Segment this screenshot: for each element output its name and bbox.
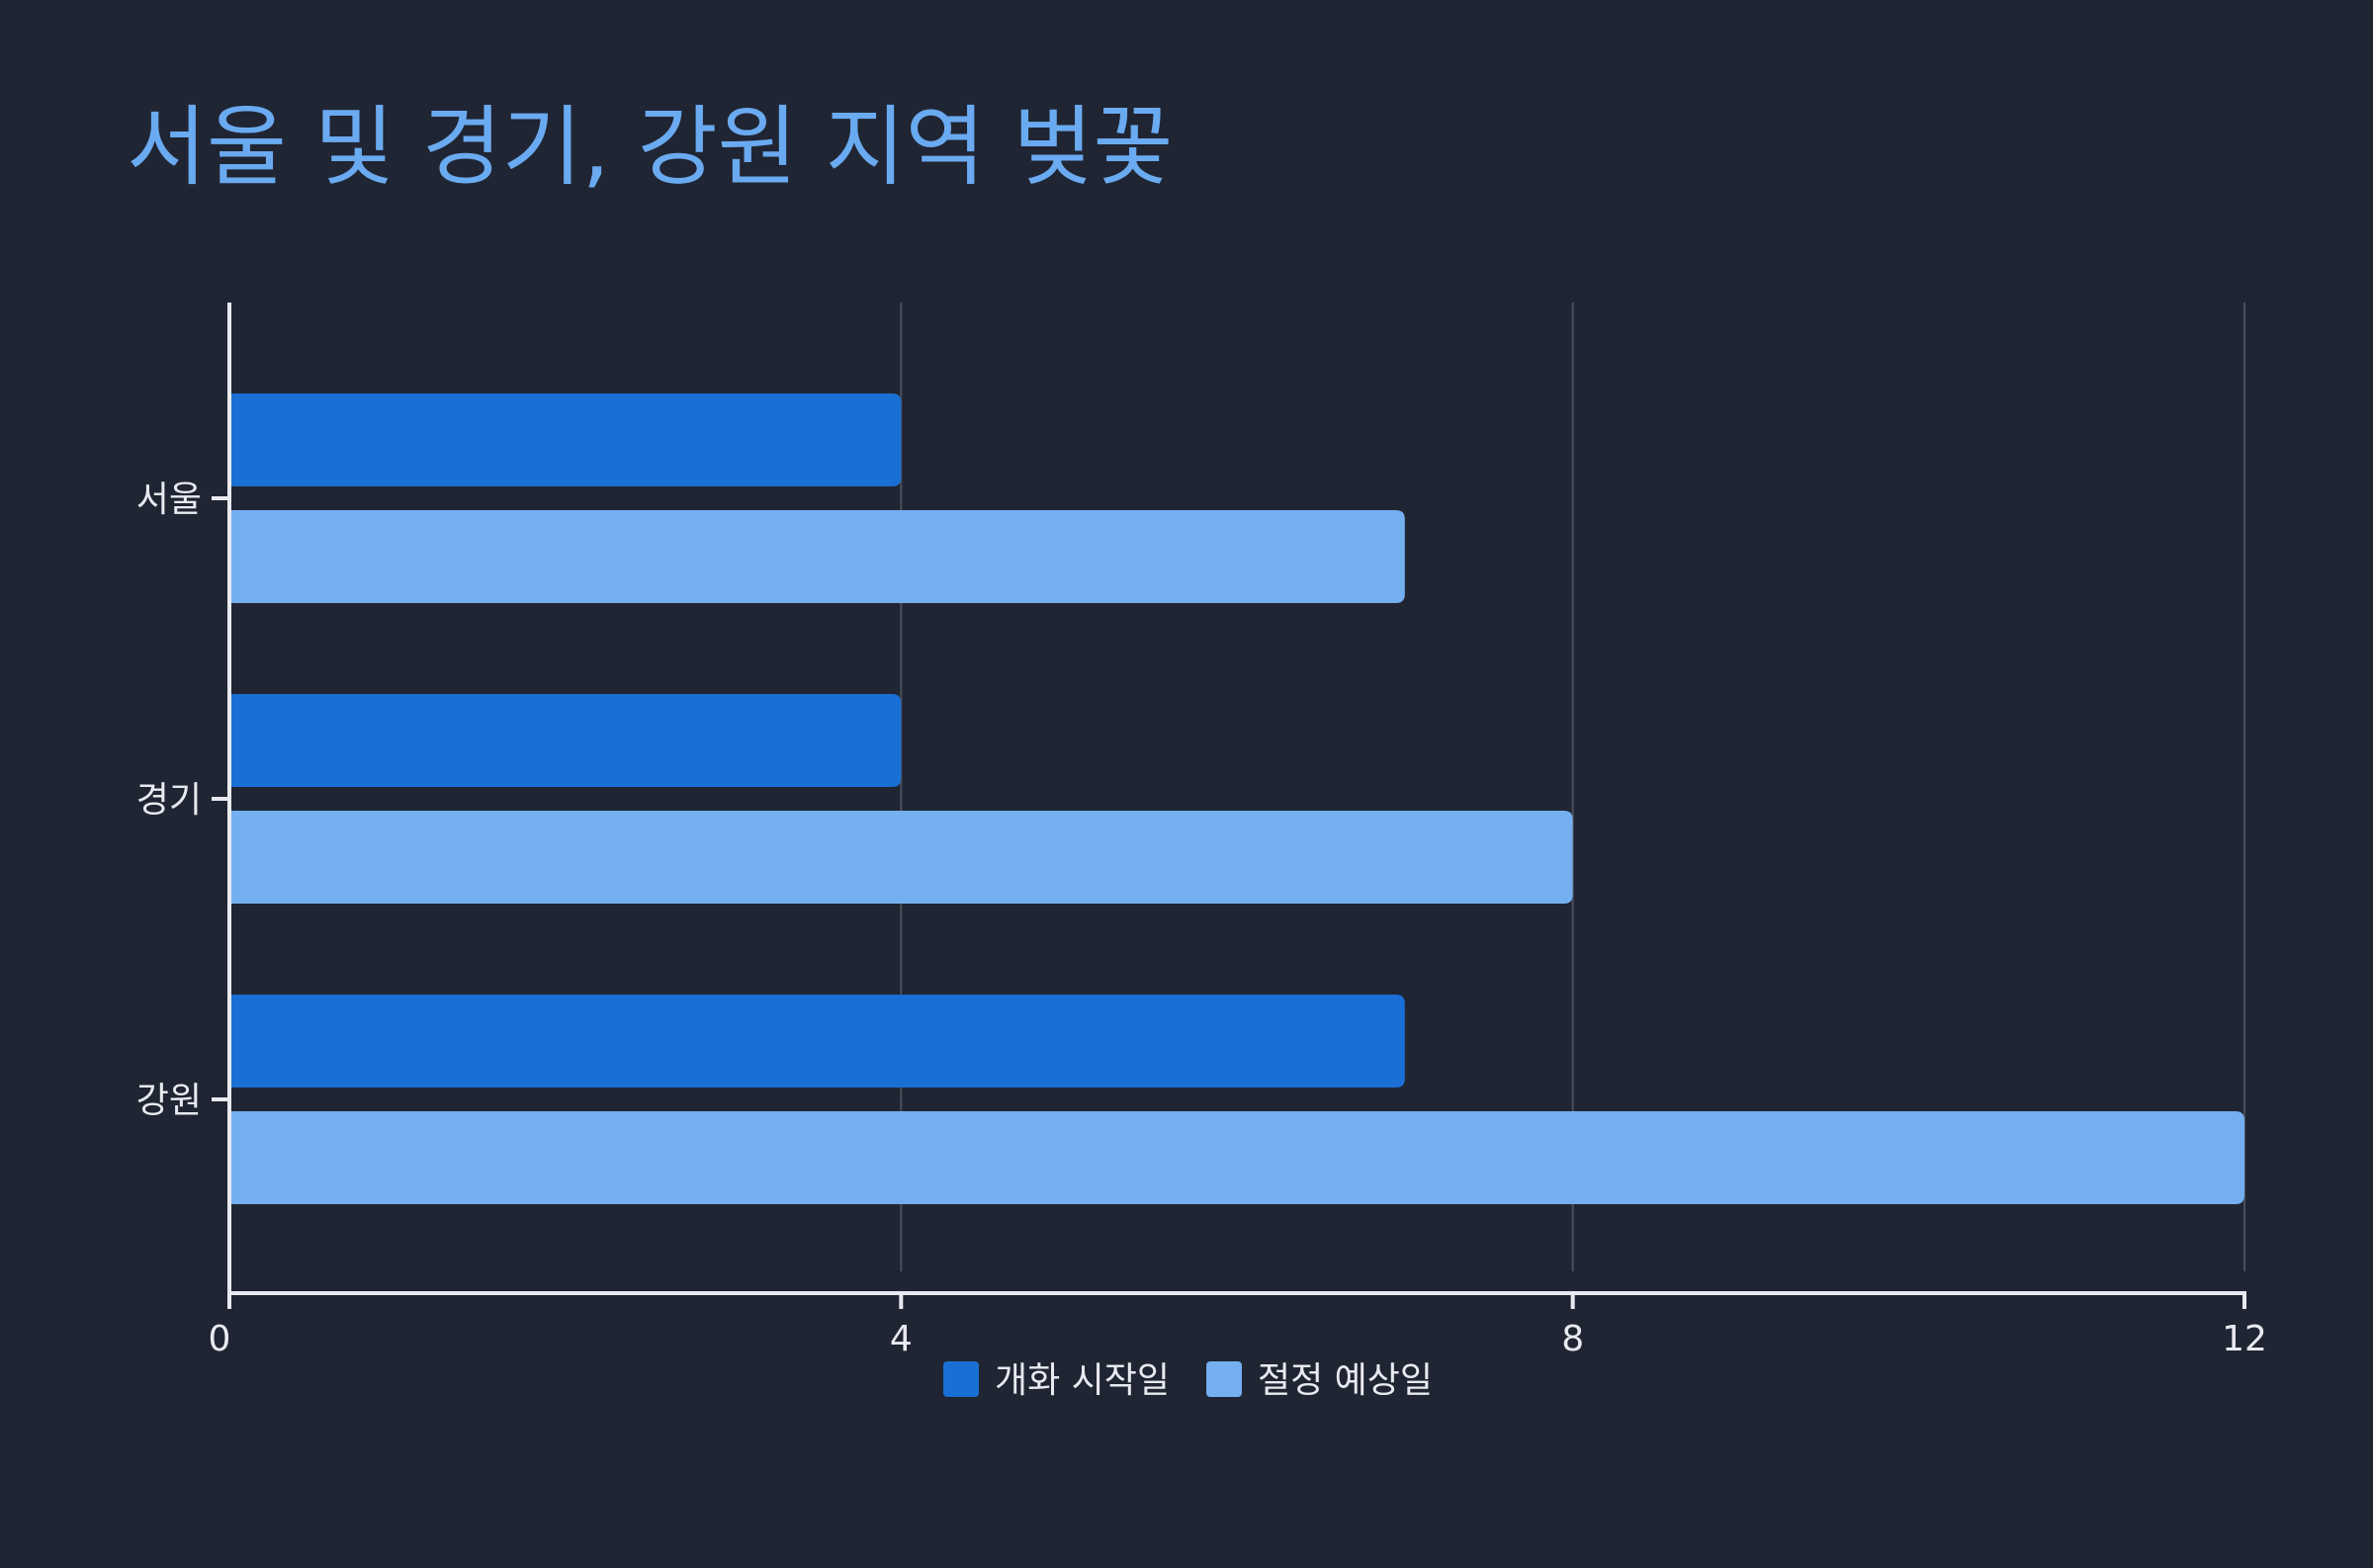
y-tick-label: 경기 [136,780,202,821]
legend-swatch [1206,1361,1242,1397]
legend-swatch [943,1361,979,1397]
bar [229,811,1573,904]
x-tick-label: 12 [2222,1319,2267,1359]
y-tick-label: 강원 [136,1081,202,1121]
legend-label: 절정 예상일 [1258,1360,1433,1401]
axes [212,303,2246,1309]
legend: 개화 시작일 절정 예상일 [943,1360,1433,1401]
chart-title: 서울 및 경기, 강원 지역 벚꽃 [127,96,1174,198]
bar [229,995,1405,1088]
bar [229,393,902,486]
legend-label: 개화 시작일 [995,1360,1170,1401]
bar [229,1111,2244,1204]
bar [229,510,1405,603]
x-tick-label: 4 [890,1319,913,1359]
x-tick-label: 8 [1561,1319,1584,1359]
bars [229,393,2244,1204]
y-tick-label: 서울 [136,479,202,520]
x-tick-label: 0 [209,1319,231,1359]
bar [229,694,902,787]
